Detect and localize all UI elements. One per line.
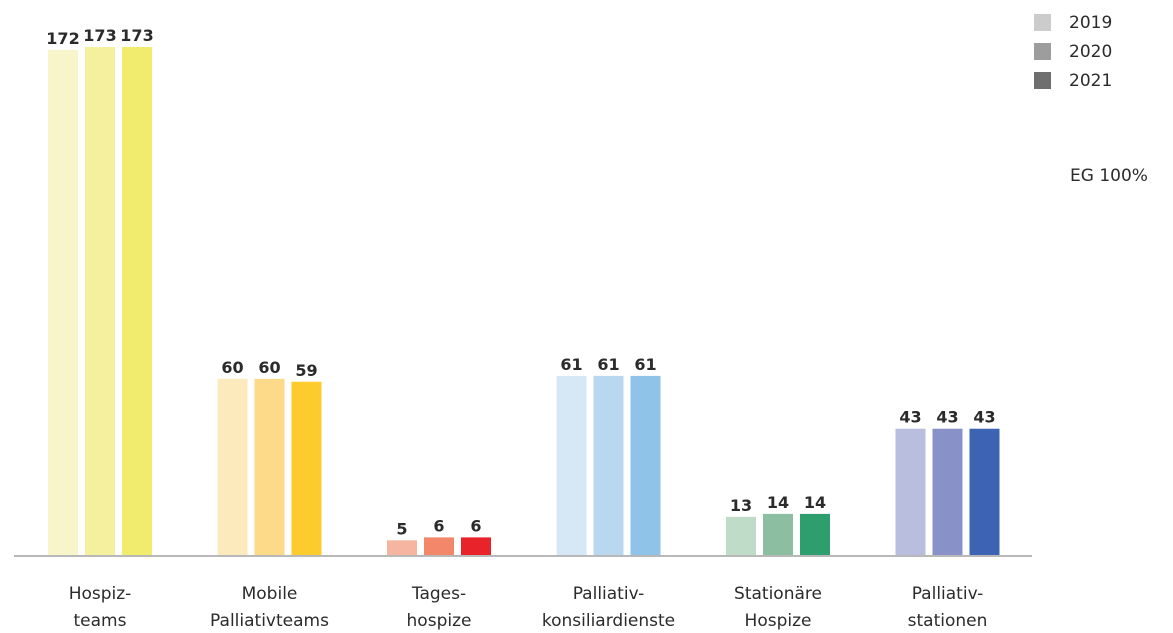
category-label-3-line-0: Palliativ- <box>573 584 645 604</box>
category-label-3-line-1: konsiliardienste <box>542 611 675 631</box>
category-label-1-line-0: Mobile <box>242 584 298 604</box>
bar-2-2019 <box>387 540 417 555</box>
category-label-0-line-1: teams <box>74 611 127 631</box>
value-label-0-2020: 173 <box>83 26 116 45</box>
legend-swatch-2020 <box>1034 43 1051 60</box>
bar-3-2021 <box>630 375 661 555</box>
legend-swatch-2021 <box>1034 72 1051 89</box>
category-label-2-line-1: hospize <box>407 611 472 631</box>
bar-1-2020 <box>254 378 285 555</box>
value-label-2-2021: 6 <box>470 516 481 535</box>
value-label-2-2019: 5 <box>396 519 407 538</box>
value-label-3-2020: 61 <box>597 355 619 374</box>
value-label-4-2019: 13 <box>730 496 752 515</box>
category-label-0-line-0: Hospiz- <box>69 584 132 604</box>
value-label-3-2019: 61 <box>560 355 582 374</box>
coverage-note: EG 100% <box>1070 166 1148 186</box>
category-label-4-line-0: Stationäre <box>734 584 822 604</box>
value-label-1-2021: 59 <box>295 361 317 380</box>
value-label-0-2019: 172 <box>46 29 79 48</box>
legend: 2019 2020 2021 <box>1034 8 1112 95</box>
legend-label-2021: 2021 <box>1069 70 1113 91</box>
value-label-5-2020: 43 <box>936 408 958 427</box>
category-label-2-line-0: Tages- <box>411 584 466 604</box>
bar-0-2020 <box>85 47 115 555</box>
value-label-0-2021: 173 <box>120 26 153 45</box>
bar-4-2021 <box>800 513 830 555</box>
bar-2-2021 <box>461 537 491 555</box>
category-label-5-line-0: Palliativ- <box>912 584 984 604</box>
value-label-4-2021: 14 <box>804 493 826 512</box>
category-label-4-line-1: Hospize <box>745 611 812 631</box>
bar-4-2020 <box>763 513 793 555</box>
bar-5-2020 <box>932 428 963 555</box>
bar-1-2021 <box>291 381 322 555</box>
bar-3-2020 <box>593 375 624 555</box>
value-label-5-2019: 43 <box>899 408 921 427</box>
bar-1-2019 <box>217 378 248 555</box>
legend-item-2021: 2021 <box>1034 66 1112 95</box>
value-label-3-2021: 61 <box>634 355 656 374</box>
bar-5-2021 <box>969 428 1000 555</box>
bar-0-2021 <box>122 47 152 555</box>
value-label-1-2020: 60 <box>258 358 280 377</box>
category-label-5-line-1: stationen <box>908 611 988 631</box>
legend-label-2019: 2019 <box>1069 12 1113 33</box>
legend-swatch-2019 <box>1034 14 1051 31</box>
category-labels-layer: Hospiz-teams Mobile Palliativteams Tages-ho… <box>69 584 988 631</box>
bars-layer <box>48 47 1000 556</box>
bar-2-2020 <box>424 537 454 555</box>
value-label-2-2020: 6 <box>433 516 444 535</box>
bar-3-2019 <box>556 375 587 555</box>
value-label-5-2021: 43 <box>973 408 995 427</box>
bar-0-2019 <box>48 49 78 556</box>
category-label-1-line-1: Palliativteams <box>210 611 329 631</box>
bar-4-2019 <box>726 516 756 555</box>
legend-item-2019: 2019 <box>1034 8 1112 37</box>
legend-label-2020: 2020 <box>1069 41 1113 62</box>
legend-item-2020: 2020 <box>1034 37 1112 66</box>
value-label-4-2020: 14 <box>767 493 789 512</box>
bar-5-2019 <box>895 428 926 555</box>
value-label-1-2019: 60 <box>221 358 243 377</box>
